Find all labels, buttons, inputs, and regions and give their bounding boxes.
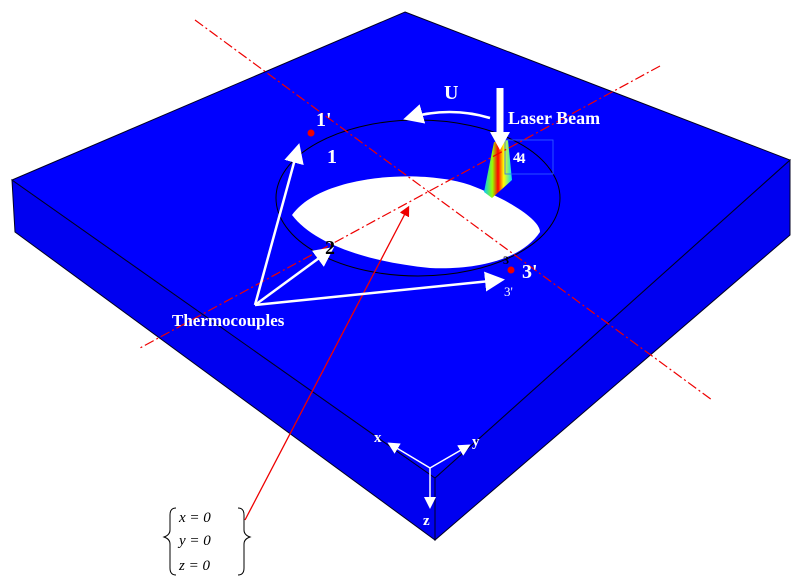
eq-y: y = 0 [177,533,211,549]
plate [12,12,790,540]
tc1-outer: 1' [316,109,332,131]
axis-x: x [374,430,382,446]
tc1-point [308,130,315,137]
diagram: U Laser Beam 1' 1 2 3 3' 3' 4 4 Thermoco… [0,0,800,579]
eq-x: x = 0 [178,510,211,526]
eq-z: z = 0 [178,558,210,574]
tc1-inner: 1 [327,146,337,168]
laser: Laser Beam [508,108,600,128]
tc3-point [508,267,515,274]
tc2: 2 [325,237,335,259]
tc3-small: 3' [504,284,513,299]
tc4-b: 4 [518,151,526,167]
tc3-inner: 3 [503,253,509,267]
origin-equations: x = 0 y = 0 z = 0 [164,508,250,575]
axis-z: z [423,513,430,529]
velocity: U [444,82,458,104]
axis-y: y [472,434,480,450]
tc3-outer: 3' [522,261,538,283]
thermocouples: Thermocouples [172,311,285,330]
